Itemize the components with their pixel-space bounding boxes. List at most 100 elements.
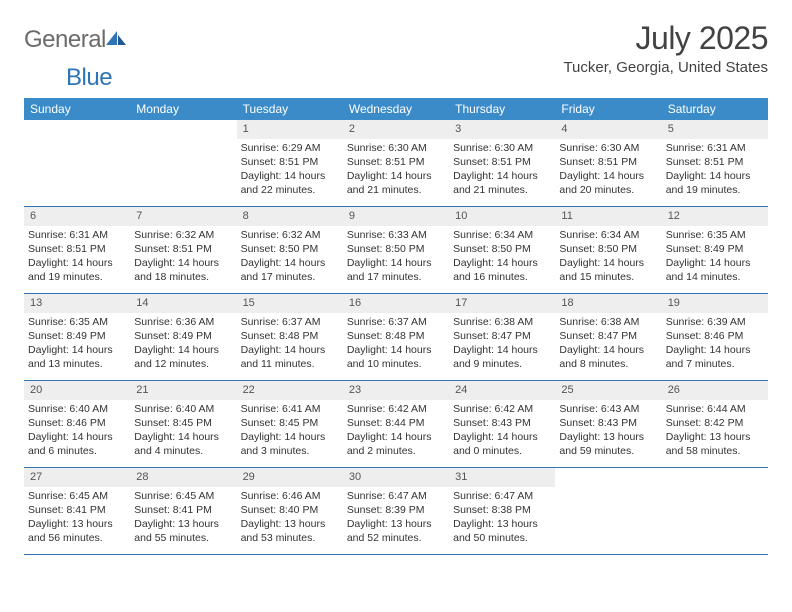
sunrise-line: Sunrise: 6:30 AM [453, 141, 551, 155]
calendar-week: 27Sunrise: 6:45 AMSunset: 8:41 PMDayligh… [24, 468, 768, 555]
day-number: 29 [237, 468, 343, 487]
sunset-line: Sunset: 8:46 PM [666, 329, 764, 343]
calendar-cell: 23Sunrise: 6:42 AMSunset: 8:44 PMDayligh… [343, 381, 449, 467]
sunrise-line: Sunrise: 6:32 AM [241, 228, 339, 242]
daylight-line: Daylight: 13 hours and 52 minutes. [347, 517, 445, 545]
sunrise-line: Sunrise: 6:38 AM [453, 315, 551, 329]
daylight-line: Daylight: 14 hours and 2 minutes. [347, 430, 445, 458]
sunrise-line: Sunrise: 6:34 AM [453, 228, 551, 242]
daylight-line: Daylight: 13 hours and 53 minutes. [241, 517, 339, 545]
day-number: 1 [237, 120, 343, 139]
calendar-cell: 15Sunrise: 6:37 AMSunset: 8:48 PMDayligh… [237, 294, 343, 380]
sunset-line: Sunset: 8:50 PM [347, 242, 445, 256]
daylight-line: Daylight: 14 hours and 10 minutes. [347, 343, 445, 371]
day-number: 14 [130, 294, 236, 313]
title-block: July 2025 Tucker, Georgia, United States [563, 20, 768, 76]
calendar-cell: 16Sunrise: 6:37 AMSunset: 8:48 PMDayligh… [343, 294, 449, 380]
sunset-line: Sunset: 8:49 PM [134, 329, 232, 343]
calendar-cell: 27Sunrise: 6:45 AMSunset: 8:41 PMDayligh… [24, 468, 130, 554]
calendar-cell: 5Sunrise: 6:31 AMSunset: 8:51 PMDaylight… [662, 120, 768, 206]
day-number: 26 [662, 381, 768, 400]
cell-body: Sunrise: 6:35 AMSunset: 8:49 PMDaylight:… [24, 313, 130, 376]
daylight-line: Daylight: 13 hours and 50 minutes. [453, 517, 551, 545]
sunset-line: Sunset: 8:38 PM [453, 503, 551, 517]
day-header: Friday [555, 98, 661, 120]
sunrise-line: Sunrise: 6:31 AM [666, 141, 764, 155]
daylight-line: Daylight: 13 hours and 59 minutes. [559, 430, 657, 458]
cell-body: Sunrise: 6:47 AMSunset: 8:39 PMDaylight:… [343, 487, 449, 550]
day-number: 18 [555, 294, 661, 313]
cell-body: Sunrise: 6:34 AMSunset: 8:50 PMDaylight:… [555, 226, 661, 289]
calendar-cell: 11Sunrise: 6:34 AMSunset: 8:50 PMDayligh… [555, 207, 661, 293]
sunset-line: Sunset: 8:51 PM [347, 155, 445, 169]
sunrise-line: Sunrise: 6:34 AM [559, 228, 657, 242]
logo-text-general: General [24, 26, 106, 54]
month-year-title: July 2025 [563, 20, 768, 57]
day-number: 12 [662, 207, 768, 226]
cell-body: Sunrise: 6:36 AMSunset: 8:49 PMDaylight:… [130, 313, 236, 376]
daylight-line: Daylight: 14 hours and 3 minutes. [241, 430, 339, 458]
day-number: 3 [449, 120, 555, 139]
sunset-line: Sunset: 8:44 PM [347, 416, 445, 430]
sunset-line: Sunset: 8:51 PM [559, 155, 657, 169]
day-header: Wednesday [343, 98, 449, 120]
cell-body: Sunrise: 6:45 AMSunset: 8:41 PMDaylight:… [130, 487, 236, 550]
day-number: 16 [343, 294, 449, 313]
cell-body: Sunrise: 6:40 AMSunset: 8:45 PMDaylight:… [130, 400, 236, 463]
calendar-cell: 12Sunrise: 6:35 AMSunset: 8:49 PMDayligh… [662, 207, 768, 293]
calendar-cell: 17Sunrise: 6:38 AMSunset: 8:47 PMDayligh… [449, 294, 555, 380]
daylight-line: Daylight: 14 hours and 16 minutes. [453, 256, 551, 284]
day-number: 23 [343, 381, 449, 400]
cell-body: Sunrise: 6:30 AMSunset: 8:51 PMDaylight:… [555, 139, 661, 202]
daylight-line: Daylight: 14 hours and 19 minutes. [28, 256, 126, 284]
cell-body: Sunrise: 6:40 AMSunset: 8:46 PMDaylight:… [24, 400, 130, 463]
sunrise-line: Sunrise: 6:30 AM [347, 141, 445, 155]
calendar-cell: 28Sunrise: 6:45 AMSunset: 8:41 PMDayligh… [130, 468, 236, 554]
sunset-line: Sunset: 8:39 PM [347, 503, 445, 517]
day-number: 19 [662, 294, 768, 313]
sunrise-line: Sunrise: 6:41 AM [241, 402, 339, 416]
day-number: 10 [449, 207, 555, 226]
daylight-line: Daylight: 14 hours and 0 minutes. [453, 430, 551, 458]
daylight-line: Daylight: 14 hours and 21 minutes. [453, 169, 551, 197]
cell-body: Sunrise: 6:37 AMSunset: 8:48 PMDaylight:… [343, 313, 449, 376]
day-number: 13 [24, 294, 130, 313]
day-number: 31 [449, 468, 555, 487]
cell-body: Sunrise: 6:42 AMSunset: 8:43 PMDaylight:… [449, 400, 555, 463]
cell-body: Sunrise: 6:32 AMSunset: 8:50 PMDaylight:… [237, 226, 343, 289]
daylight-line: Daylight: 13 hours and 58 minutes. [666, 430, 764, 458]
sunrise-line: Sunrise: 6:42 AM [453, 402, 551, 416]
calendar-cell: . [130, 120, 236, 206]
sunrise-line: Sunrise: 6:37 AM [241, 315, 339, 329]
cell-body: Sunrise: 6:44 AMSunset: 8:42 PMDaylight:… [662, 400, 768, 463]
sunrise-line: Sunrise: 6:29 AM [241, 141, 339, 155]
daylight-line: Daylight: 14 hours and 14 minutes. [666, 256, 764, 284]
sunrise-line: Sunrise: 6:31 AM [28, 228, 126, 242]
cell-body: Sunrise: 6:35 AMSunset: 8:49 PMDaylight:… [662, 226, 768, 289]
calendar-cell: 21Sunrise: 6:40 AMSunset: 8:45 PMDayligh… [130, 381, 236, 467]
sunrise-line: Sunrise: 6:44 AM [666, 402, 764, 416]
sunset-line: Sunset: 8:51 PM [241, 155, 339, 169]
day-number: 5 [662, 120, 768, 139]
day-header-row: SundayMondayTuesdayWednesdayThursdayFrid… [24, 98, 768, 120]
calendar-week: 6Sunrise: 6:31 AMSunset: 8:51 PMDaylight… [24, 207, 768, 294]
cell-body: Sunrise: 6:43 AMSunset: 8:43 PMDaylight:… [555, 400, 661, 463]
calendar: SundayMondayTuesdayWednesdayThursdayFrid… [24, 98, 768, 555]
calendar-cell: 13Sunrise: 6:35 AMSunset: 8:49 PMDayligh… [24, 294, 130, 380]
sunrise-line: Sunrise: 6:36 AM [134, 315, 232, 329]
sunrise-line: Sunrise: 6:47 AM [347, 489, 445, 503]
sunset-line: Sunset: 8:45 PM [134, 416, 232, 430]
sunset-line: Sunset: 8:43 PM [453, 416, 551, 430]
sunset-line: Sunset: 8:41 PM [28, 503, 126, 517]
sunset-line: Sunset: 8:49 PM [666, 242, 764, 256]
day-number: 7 [130, 207, 236, 226]
calendar-cell: 9Sunrise: 6:33 AMSunset: 8:50 PMDaylight… [343, 207, 449, 293]
calendar-cell: . [555, 468, 661, 554]
day-number: 27 [24, 468, 130, 487]
calendar-cell: 18Sunrise: 6:38 AMSunset: 8:47 PMDayligh… [555, 294, 661, 380]
sunrise-line: Sunrise: 6:37 AM [347, 315, 445, 329]
day-number: 28 [130, 468, 236, 487]
logo-sail-icon [106, 29, 126, 45]
day-number: 15 [237, 294, 343, 313]
daylight-line: Daylight: 14 hours and 11 minutes. [241, 343, 339, 371]
